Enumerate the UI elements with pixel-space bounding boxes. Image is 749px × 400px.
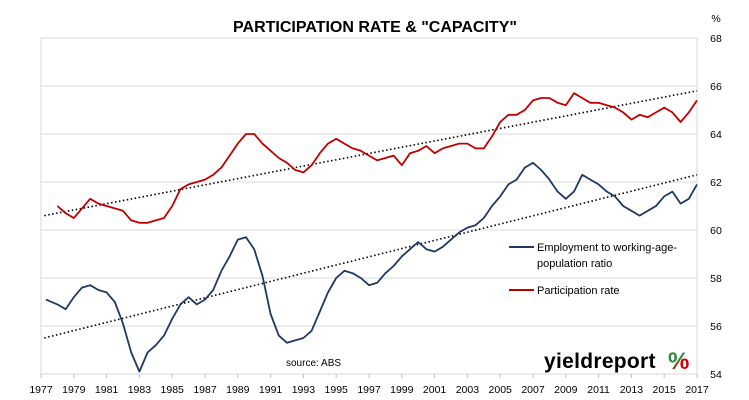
trendlines (44, 90, 698, 339)
y-tick-62: 62 (710, 177, 722, 189)
x-tick-2005: 2005 (489, 384, 513, 396)
y-axis-ticks: 54 56 58 60 62 64 66 68 (710, 33, 722, 381)
x-tick-1991: 1991 (259, 384, 283, 396)
x-tick-2009: 2009 (554, 384, 578, 396)
x-tick-2003: 2003 (456, 384, 480, 396)
chart-title: PARTICIPATION RATE & "CAPACITY" (233, 19, 517, 36)
plot-frame (40, 37, 698, 375)
logo-text: yieldreport (544, 350, 656, 373)
y-tick-60: 60 (710, 225, 722, 237)
x-tick-2015: 2015 (653, 384, 677, 396)
trendline-0 (44, 90, 698, 217)
y-tick-58: 58 (710, 273, 722, 285)
x-tick-2011: 2011 (587, 384, 610, 396)
yieldreport-logo: yieldreport % (544, 348, 689, 375)
legend-label-1: Employment to working-age-population rat… (537, 242, 677, 270)
x-tick-1979: 1979 (62, 384, 86, 396)
percent-logo-icon: % (668, 348, 689, 375)
y-tick-66: 66 (710, 81, 722, 93)
y-tick-64: 64 (710, 129, 722, 141)
x-tick-2017: 2017 (685, 384, 709, 396)
x-axis-ticks: 1977 1979 1981 1983 1985 1987 1989 1991 1993 1995… (29, 374, 709, 396)
y-unit-label: % (711, 13, 720, 25)
x-tick-1983: 1983 (128, 384, 152, 396)
series-line-1 (45, 161, 698, 373)
series-lines (45, 92, 698, 373)
x-tick-1997: 1997 (357, 384, 381, 396)
series-line-0 (56, 92, 698, 224)
x-tick-1999: 1999 (390, 384, 414, 396)
legend: Employment to working-age-population rat… (509, 242, 677, 297)
x-tick-1993: 1993 (292, 384, 316, 396)
x-tick-1977: 1977 (29, 384, 53, 396)
x-tick-2013: 2013 (620, 384, 644, 396)
y-tick-56: 56 (710, 321, 722, 333)
x-tick-1985: 1985 (161, 384, 185, 396)
gridlines (41, 37, 697, 375)
x-tick-1995: 1995 (325, 384, 349, 396)
trendline-1 (44, 174, 698, 339)
source-note: source: ABS (286, 358, 341, 369)
x-tick-1981: 1981 (95, 384, 119, 396)
x-tick-2001: 2001 (423, 384, 447, 396)
x-tick-2007: 2007 (521, 384, 545, 396)
x-tick-1989: 1989 (226, 384, 250, 396)
legend-label-0: Participation rate (537, 285, 620, 297)
y-tick-54: 54 (710, 369, 722, 381)
y-tick-68: 68 (710, 33, 722, 45)
x-tick-1987: 1987 (193, 384, 217, 396)
